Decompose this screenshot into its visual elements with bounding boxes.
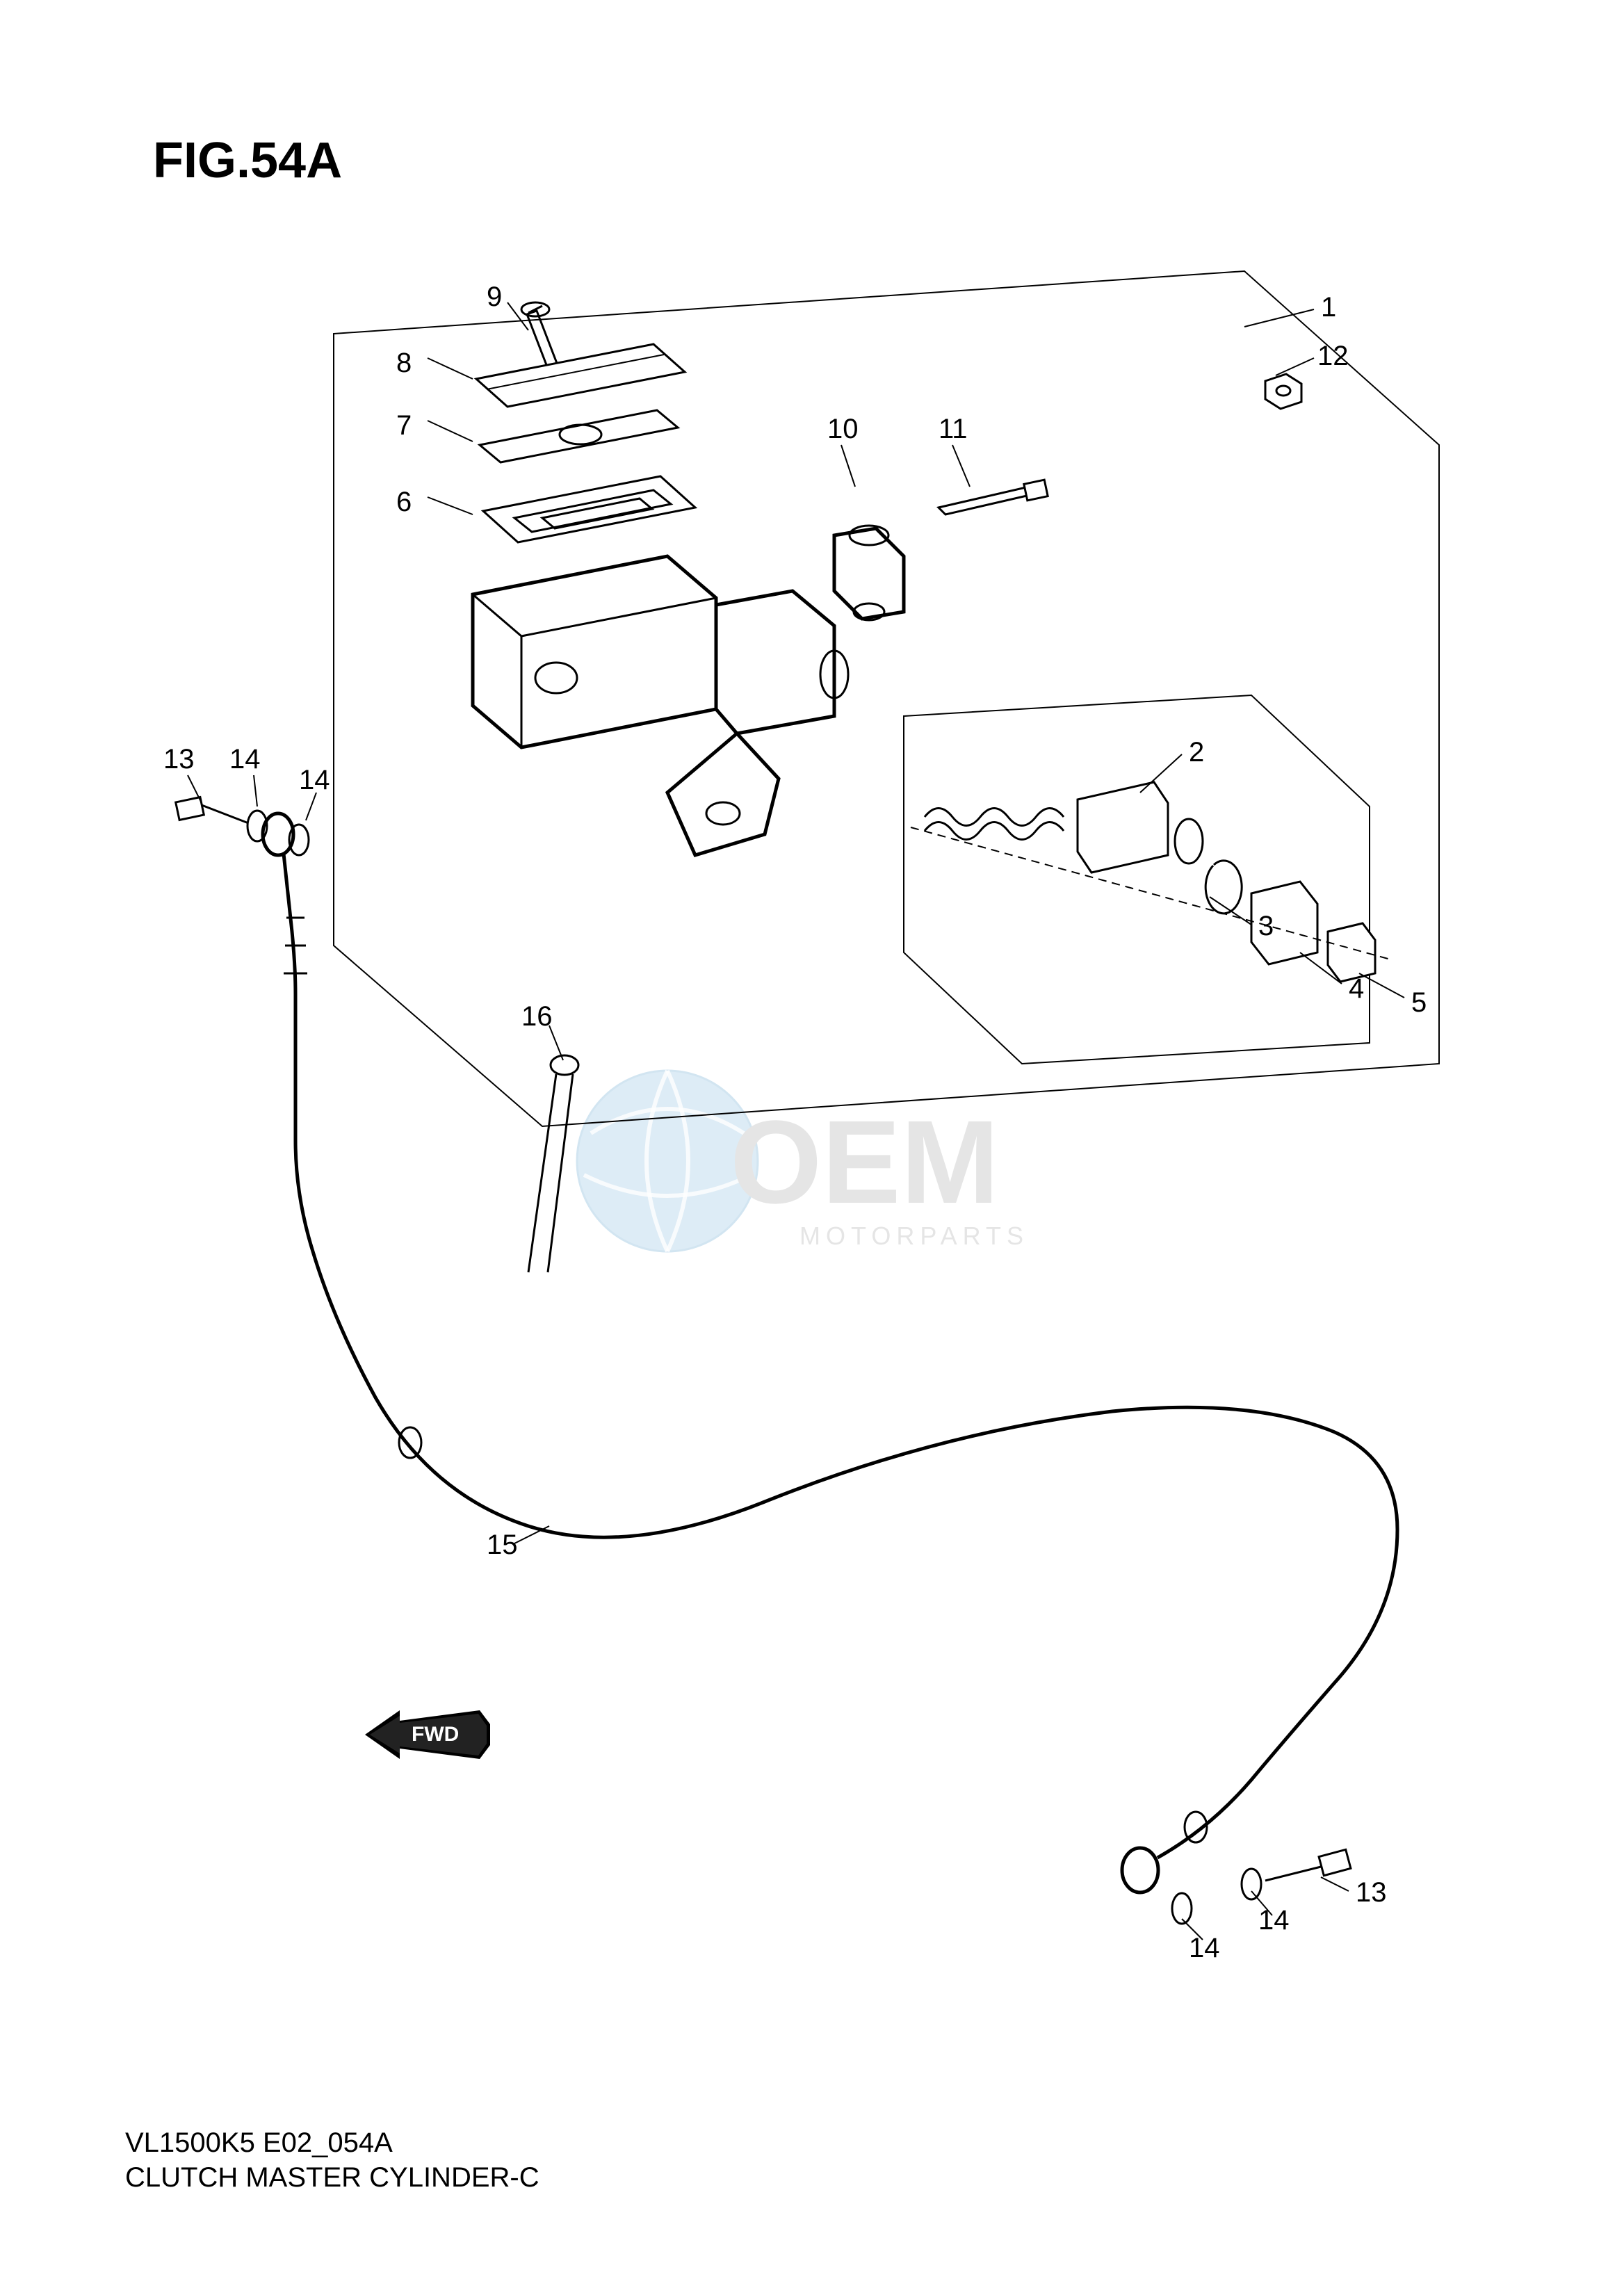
callout-16: 16: [521, 1001, 553, 1032]
footer-title: CLUTCH MASTER CYLINDER-C: [125, 2162, 539, 2193]
callout-12: 12: [1317, 341, 1349, 372]
callout-11: 11: [939, 414, 968, 445]
assy-box-inner: [904, 695, 1370, 1064]
callout-1: 1: [1321, 292, 1336, 323]
fwd-arrow-icon: FWD: [362, 1703, 494, 1766]
callout-14: 14: [299, 765, 330, 796]
exploded-diagram: [0, 0, 1624, 2295]
part-16-clamp: [528, 1055, 578, 1272]
part-12-nut: [1265, 374, 1301, 409]
part-9-screw: [521, 302, 558, 368]
part-13-14-upper: [176, 797, 309, 855]
callout-15: 15: [487, 1530, 518, 1561]
leader-lines: [188, 302, 1404, 1940]
callout-13: 13: [1356, 1877, 1387, 1908]
fwd-label: FWD: [412, 1723, 459, 1746]
callout-6: 6: [396, 487, 412, 518]
callout-9: 9: [487, 282, 502, 313]
part-8-cap: [476, 344, 685, 407]
callout-14: 14: [1189, 1933, 1220, 1964]
callout-5: 5: [1411, 987, 1427, 1019]
callout-8: 8: [396, 348, 412, 379]
callout-14: 14: [229, 744, 261, 775]
part-2-piston-set: [911, 782, 1390, 982]
master-cylinder-body: [473, 480, 1048, 855]
callout-3: 3: [1258, 911, 1274, 942]
callout-4: 4: [1349, 973, 1364, 1005]
footer-code: VL1500K5 E02_054A: [125, 2127, 393, 2159]
callout-13: 13: [163, 744, 195, 775]
part-6-diaphragm: [483, 476, 695, 542]
callout-2: 2: [1189, 737, 1204, 768]
page: FIG.54A OEM MOTORPARTS: [0, 0, 1624, 2295]
callout-10: 10: [827, 414, 859, 445]
callout-7: 7: [396, 410, 412, 441]
part-7-plate: [480, 410, 678, 462]
part-13-14-lower: [1122, 1848, 1351, 1924]
callout-14: 14: [1258, 1905, 1290, 1936]
